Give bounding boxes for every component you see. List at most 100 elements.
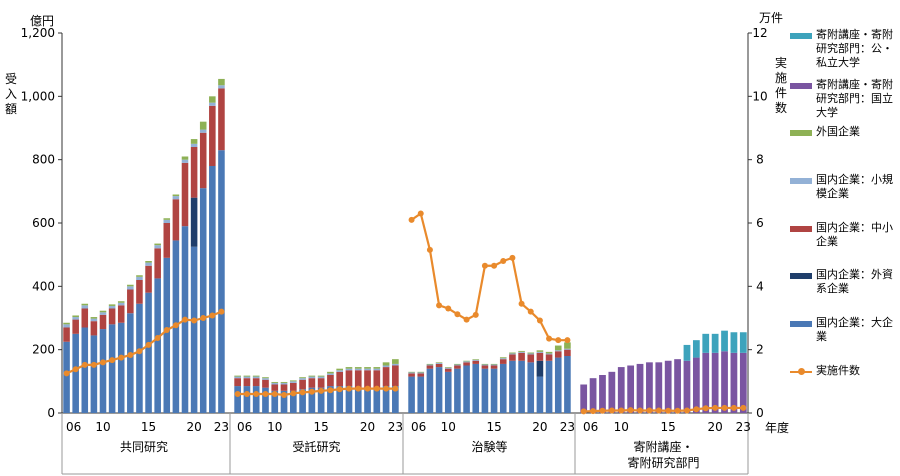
bar-segment [481, 368, 489, 413]
bar-segment [499, 358, 507, 360]
bar-segment [262, 387, 269, 413]
x-tick-label: 23 [560, 420, 575, 434]
bar-segment [190, 197, 198, 247]
x-tick-label: 15 [486, 420, 501, 434]
count-point [618, 407, 625, 414]
bar-segment [354, 387, 362, 413]
bar-segment [683, 344, 691, 361]
bar-segment [435, 362, 443, 364]
bar-segment [364, 368, 371, 371]
bar-segment [692, 357, 700, 413]
bar-segment [435, 362, 443, 363]
bar-segment [90, 317, 98, 319]
bar-segment [490, 368, 498, 413]
x-tick-label: 10 [614, 420, 629, 434]
bar-segment [327, 371, 334, 374]
legend-swatch [790, 178, 812, 184]
bar-segment [527, 352, 535, 354]
bar-segment [463, 361, 470, 363]
bar-segment [627, 365, 635, 413]
bar-segment [81, 305, 89, 309]
bar-segment [127, 289, 134, 314]
bar-segment [721, 351, 728, 413]
count-point [481, 262, 488, 269]
count-point [262, 391, 269, 397]
bar-segment [336, 368, 344, 371]
bar-segment [490, 363, 498, 365]
bar-segment [554, 351, 562, 358]
bar-segment [81, 327, 89, 413]
bar-segment [90, 335, 98, 413]
bar-segment [382, 365, 390, 368]
bar-segment [454, 368, 461, 413]
bar-segment [181, 159, 189, 163]
bar-segment [163, 257, 171, 413]
bar-segment [536, 352, 544, 361]
bar-segment [234, 386, 241, 413]
bar-segment [209, 166, 216, 413]
bar-segment [72, 317, 79, 320]
count-point [154, 334, 161, 341]
bar-segment [181, 156, 189, 160]
bar-segment [136, 280, 143, 304]
bar-segment [252, 376, 260, 379]
bar-segment [721, 330, 728, 352]
legend-swatch [790, 83, 812, 89]
bar-segment [234, 376, 241, 379]
bar-segment [243, 375, 251, 377]
bar-segment [564, 342, 571, 349]
bar-segment [99, 314, 107, 330]
count-point [491, 262, 498, 269]
bar-segment [636, 363, 644, 413]
count-point [271, 391, 278, 397]
count-point [336, 386, 343, 393]
bar-segment [702, 333, 710, 353]
bar-segment [417, 376, 425, 413]
legend-label: 国内企業：小規模企業 [816, 173, 893, 200]
bar-segment [99, 329, 107, 413]
bar-segment [63, 341, 70, 413]
count-point [637, 407, 644, 414]
bar-segment [190, 139, 198, 144]
count-point [527, 308, 534, 315]
count-point [345, 385, 352, 392]
bar-segment [373, 370, 381, 388]
bar-segment [545, 360, 553, 413]
count-point [383, 385, 390, 392]
bar-segment [199, 129, 207, 133]
bar-segment [117, 302, 125, 306]
bar-segment [444, 371, 452, 413]
x-tick-label: 15 [141, 420, 156, 434]
bar-segment [518, 360, 525, 413]
count-point [665, 407, 672, 414]
bar-segment [536, 350, 544, 352]
bar-segment [154, 278, 161, 413]
bar-segment [280, 381, 288, 383]
bar-segment [327, 375, 334, 387]
bar-segment [154, 245, 161, 249]
legend-label: 実施件数 [816, 364, 860, 377]
x-tick-label: 06 [237, 420, 252, 434]
count-point [308, 388, 315, 395]
bar-segment [518, 350, 525, 352]
count-point [436, 302, 443, 309]
bar-segment [117, 322, 125, 413]
count-point [253, 391, 260, 397]
count-line [410, 211, 568, 342]
bar-segment [252, 375, 260, 377]
bar-segment [72, 315, 79, 318]
bar-segment [243, 378, 251, 387]
bar-segment [392, 363, 399, 366]
count-point [646, 407, 653, 414]
bar-segment [435, 363, 443, 368]
group-label: 寄附研究部門 [627, 455, 699, 470]
bar-segment [599, 375, 606, 413]
bar-segment [444, 367, 452, 368]
bar-segment [499, 359, 507, 364]
bar-segment [199, 188, 207, 413]
count-point [392, 385, 399, 392]
left-tick-label: 800 [32, 153, 55, 167]
bar-segment [454, 364, 461, 366]
bar-segment [163, 218, 171, 220]
legend-label: 国内企業：中小企業 [816, 221, 893, 248]
